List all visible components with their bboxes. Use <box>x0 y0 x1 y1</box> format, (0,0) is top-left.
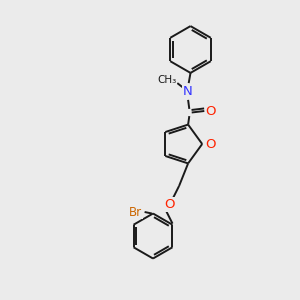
Text: CH₃: CH₃ <box>157 75 176 85</box>
Text: N: N <box>183 85 193 98</box>
Text: Br: Br <box>129 206 142 218</box>
Text: O: O <box>164 198 175 211</box>
Text: O: O <box>205 137 216 151</box>
Text: O: O <box>206 104 216 118</box>
